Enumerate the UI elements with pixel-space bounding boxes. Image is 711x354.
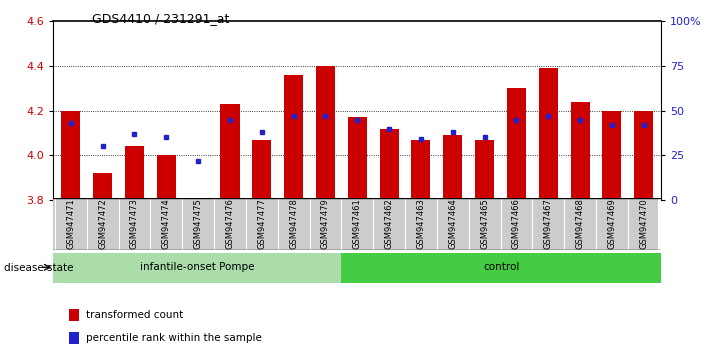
Bar	[348, 117, 367, 200]
Bar	[61, 110, 80, 200]
Text: GSM947464: GSM947464	[448, 199, 457, 249]
Bar	[316, 66, 335, 200]
Bar	[252, 140, 272, 200]
Text: GSM947472: GSM947472	[98, 199, 107, 249]
Text: GSM947469: GSM947469	[607, 199, 616, 249]
Text: GDS4410 / 231291_at: GDS4410 / 231291_at	[92, 12, 230, 25]
Bar	[188, 198, 208, 200]
Text: GSM947476: GSM947476	[225, 199, 235, 249]
Text: GSM947479: GSM947479	[321, 199, 330, 249]
Bar	[634, 110, 653, 200]
Bar	[475, 140, 494, 200]
Bar	[570, 102, 589, 200]
Bar	[539, 68, 558, 200]
Bar	[507, 88, 526, 200]
Text: GSM947468: GSM947468	[576, 199, 584, 249]
Bar	[412, 140, 430, 200]
Text: GSM947475: GSM947475	[193, 199, 203, 249]
Bar	[68, 332, 80, 344]
Bar	[125, 146, 144, 200]
Text: disease state: disease state	[4, 263, 73, 273]
Text: GSM947463: GSM947463	[417, 199, 425, 249]
Bar	[602, 110, 621, 200]
Text: transformed count: transformed count	[85, 310, 183, 320]
Text: GSM947471: GSM947471	[66, 199, 75, 249]
Text: GSM947462: GSM947462	[385, 199, 394, 249]
Bar	[443, 135, 462, 200]
Bar	[380, 129, 399, 200]
Text: GSM947473: GSM947473	[130, 199, 139, 249]
Bar	[341, 253, 661, 283]
Text: infantile-onset Pompe: infantile-onset Pompe	[140, 262, 255, 273]
Text: control: control	[483, 262, 520, 273]
Text: GSM947466: GSM947466	[512, 199, 521, 249]
Text: GSM947470: GSM947470	[639, 199, 648, 249]
Text: GSM947461: GSM947461	[353, 199, 362, 249]
Text: GSM947467: GSM947467	[544, 199, 552, 249]
Bar	[284, 75, 303, 200]
Bar	[220, 104, 240, 200]
Text: GSM947465: GSM947465	[480, 199, 489, 249]
Bar	[156, 155, 176, 200]
Bar	[53, 253, 341, 283]
Bar	[68, 309, 80, 321]
Bar	[93, 173, 112, 200]
Text: GSM947478: GSM947478	[289, 199, 298, 249]
Text: GSM947477: GSM947477	[257, 199, 267, 249]
Text: GSM947474: GSM947474	[162, 199, 171, 249]
Text: percentile rank within the sample: percentile rank within the sample	[85, 333, 262, 343]
